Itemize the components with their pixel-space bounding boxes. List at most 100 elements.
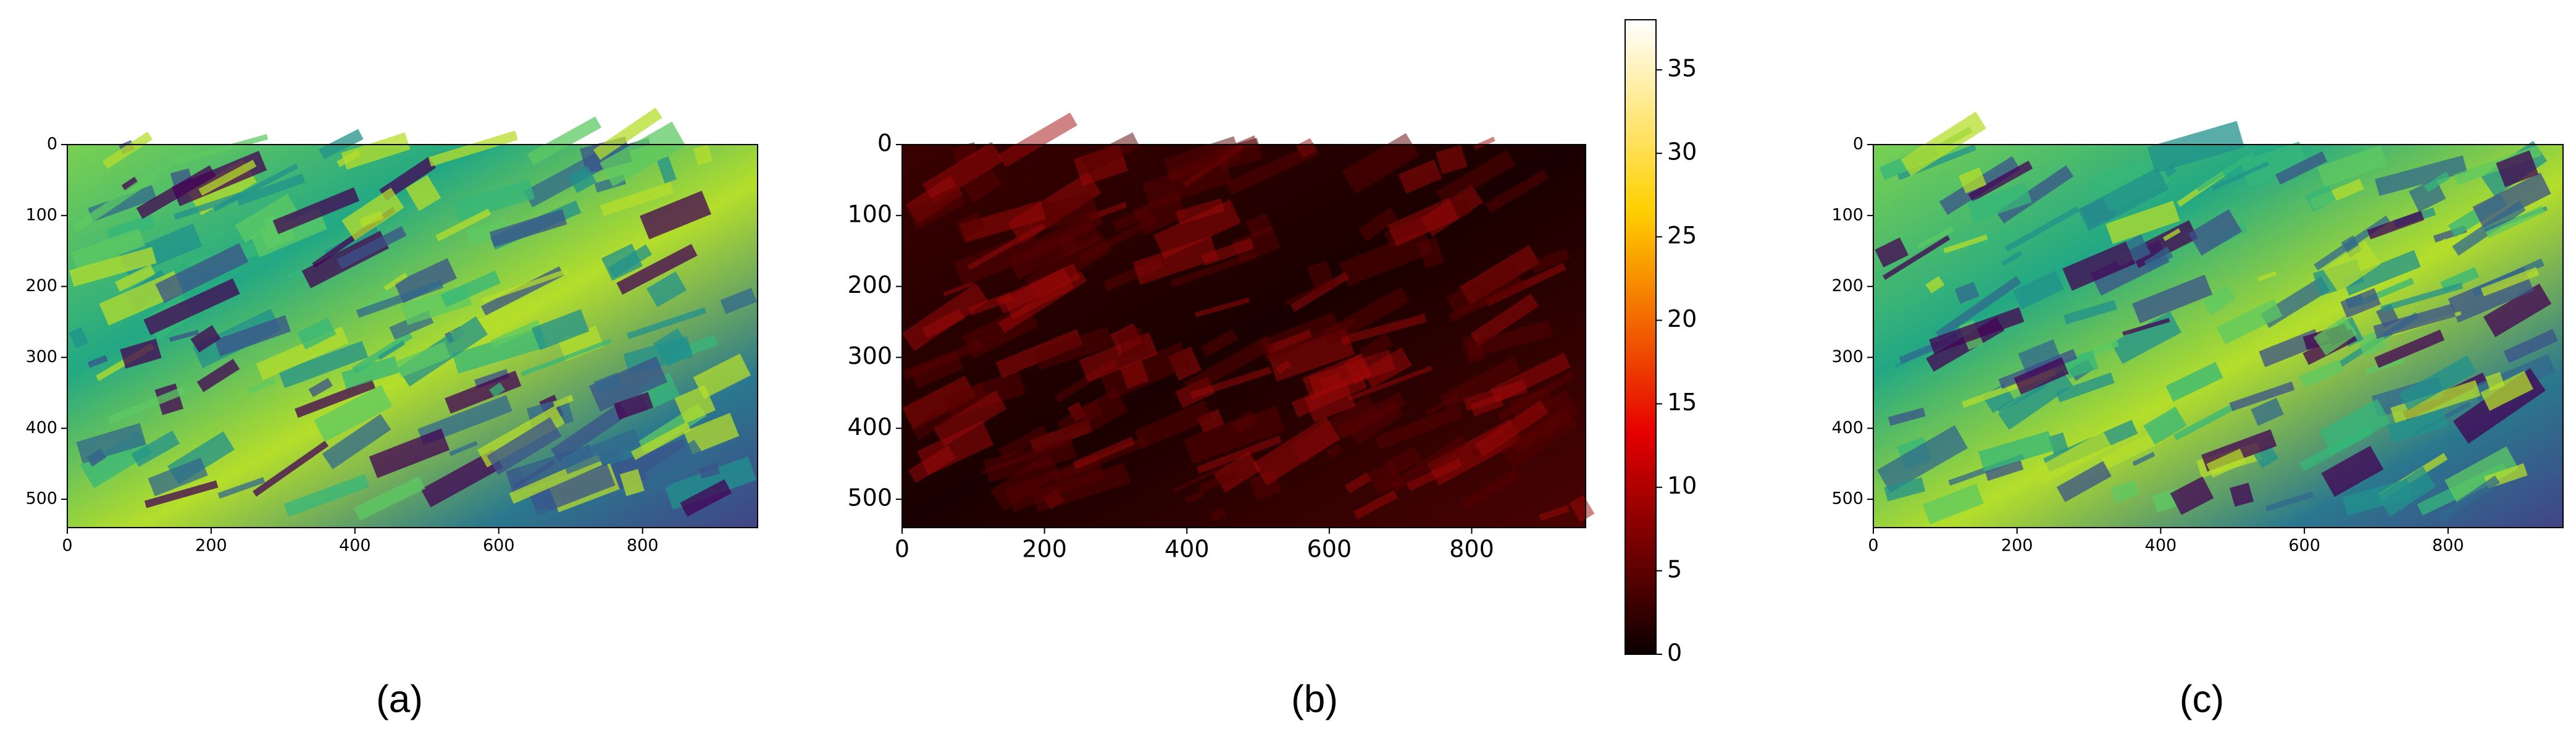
image-texture: [656, 156, 677, 183]
image-texture: [960, 200, 1047, 243]
image-texture: [953, 230, 1043, 287]
image-texture: [1875, 237, 1909, 268]
y-tick-label: 0: [47, 135, 57, 154]
image-texture: [190, 325, 221, 353]
image-texture: [1436, 150, 1515, 206]
image-texture: [2319, 398, 2391, 455]
image-texture: [2257, 271, 2277, 282]
image-texture: [2423, 171, 2451, 193]
image-texture: [2322, 240, 2382, 293]
image-texture: [1463, 379, 1528, 411]
image-texture: [967, 223, 1045, 271]
image-texture: [283, 474, 370, 517]
y-tick-label: 100: [847, 200, 892, 227]
image-texture: [2014, 357, 2069, 395]
image-texture: [2275, 151, 2328, 185]
image-texture: [253, 441, 329, 497]
image-texture: [613, 392, 654, 420]
image-texture: [175, 134, 269, 165]
image-texture: [1922, 483, 1984, 525]
image-texture: [1358, 207, 1399, 242]
image-texture: [1470, 293, 1539, 347]
image-texture: [1967, 182, 2032, 222]
image-texture: [1968, 227, 2015, 251]
image-texture: [1184, 406, 1286, 465]
image-texture: [955, 211, 986, 239]
image-texture: [1984, 460, 2024, 481]
image-texture: [907, 185, 966, 230]
image-texture: [278, 340, 369, 389]
image-texture: [136, 165, 216, 219]
x-tick-label: 0: [62, 536, 72, 555]
image-texture: [120, 339, 162, 369]
image-texture: [1184, 335, 1274, 395]
image-texture: [2165, 361, 2223, 402]
image-texture: [1196, 435, 1282, 474]
image-texture: [2485, 205, 2545, 238]
image-texture: [2005, 206, 2080, 252]
image-texture: [998, 112, 1077, 167]
image-texture: [2055, 372, 2115, 403]
image-texture: [2444, 446, 2519, 503]
image-texture: [2390, 380, 2481, 424]
image-texture: [2147, 120, 2245, 174]
x-tick-label: 800: [1449, 535, 1494, 562]
caption: (b): [1291, 678, 1338, 720]
y-tick-label: 100: [1831, 205, 1863, 224]
image-texture: [1884, 477, 1926, 502]
image-texture: [640, 190, 711, 240]
image-texture: [1078, 215, 1158, 263]
image-texture: [1406, 458, 1463, 492]
image-texture: [1336, 392, 1406, 439]
image-texture: [619, 468, 645, 497]
image-texture: [428, 130, 518, 167]
image-texture: [336, 150, 361, 167]
image-texture: [1266, 329, 1313, 355]
x-tick-label: 200: [1022, 535, 1067, 562]
x-tick-label: 0: [1868, 536, 1878, 555]
image-texture: [2340, 288, 2381, 318]
image-texture: [1173, 462, 1229, 493]
image-texture: [1929, 307, 2025, 354]
image-texture: [1978, 431, 2055, 471]
image-texture: [996, 263, 1081, 314]
image-texture: [2480, 267, 2540, 297]
image-texture: [1440, 356, 1521, 410]
image-texture: [553, 394, 574, 408]
y-tick-label: 300: [25, 347, 57, 366]
image-texture: [352, 331, 413, 374]
image-texture: [1417, 237, 1445, 269]
image-texture: [341, 356, 400, 389]
image-texture: [1958, 167, 1987, 193]
image-texture: [121, 177, 139, 192]
image-texture: [452, 327, 547, 374]
image-texture: [272, 187, 360, 234]
image-texture: [2299, 425, 2373, 471]
image-texture: [489, 209, 567, 247]
image-texture: [910, 351, 964, 389]
image-texture: [2321, 445, 2384, 497]
image-texture: [2143, 407, 2187, 445]
image-texture: [297, 317, 337, 350]
image-texture: [212, 163, 298, 212]
image-texture: [115, 264, 156, 292]
image-texture: [1539, 505, 1570, 521]
image-texture: [198, 159, 257, 196]
image-texture: [550, 403, 628, 462]
image-texture: [440, 270, 501, 308]
image-texture: [76, 423, 146, 464]
image-texture: [2251, 397, 2284, 426]
image-texture: [1954, 282, 1980, 304]
image-texture: [674, 385, 716, 424]
image-texture: [196, 358, 240, 392]
image-texture: [1252, 416, 1340, 486]
image-texture: [308, 377, 333, 397]
image-texture: [2375, 155, 2467, 196]
image-texture: [2062, 350, 2099, 379]
image-texture: [720, 287, 757, 314]
image-texture: [1345, 472, 1371, 494]
image-texture: [489, 382, 505, 397]
image-texture: [933, 390, 1007, 447]
image-texture: [1039, 191, 1098, 230]
